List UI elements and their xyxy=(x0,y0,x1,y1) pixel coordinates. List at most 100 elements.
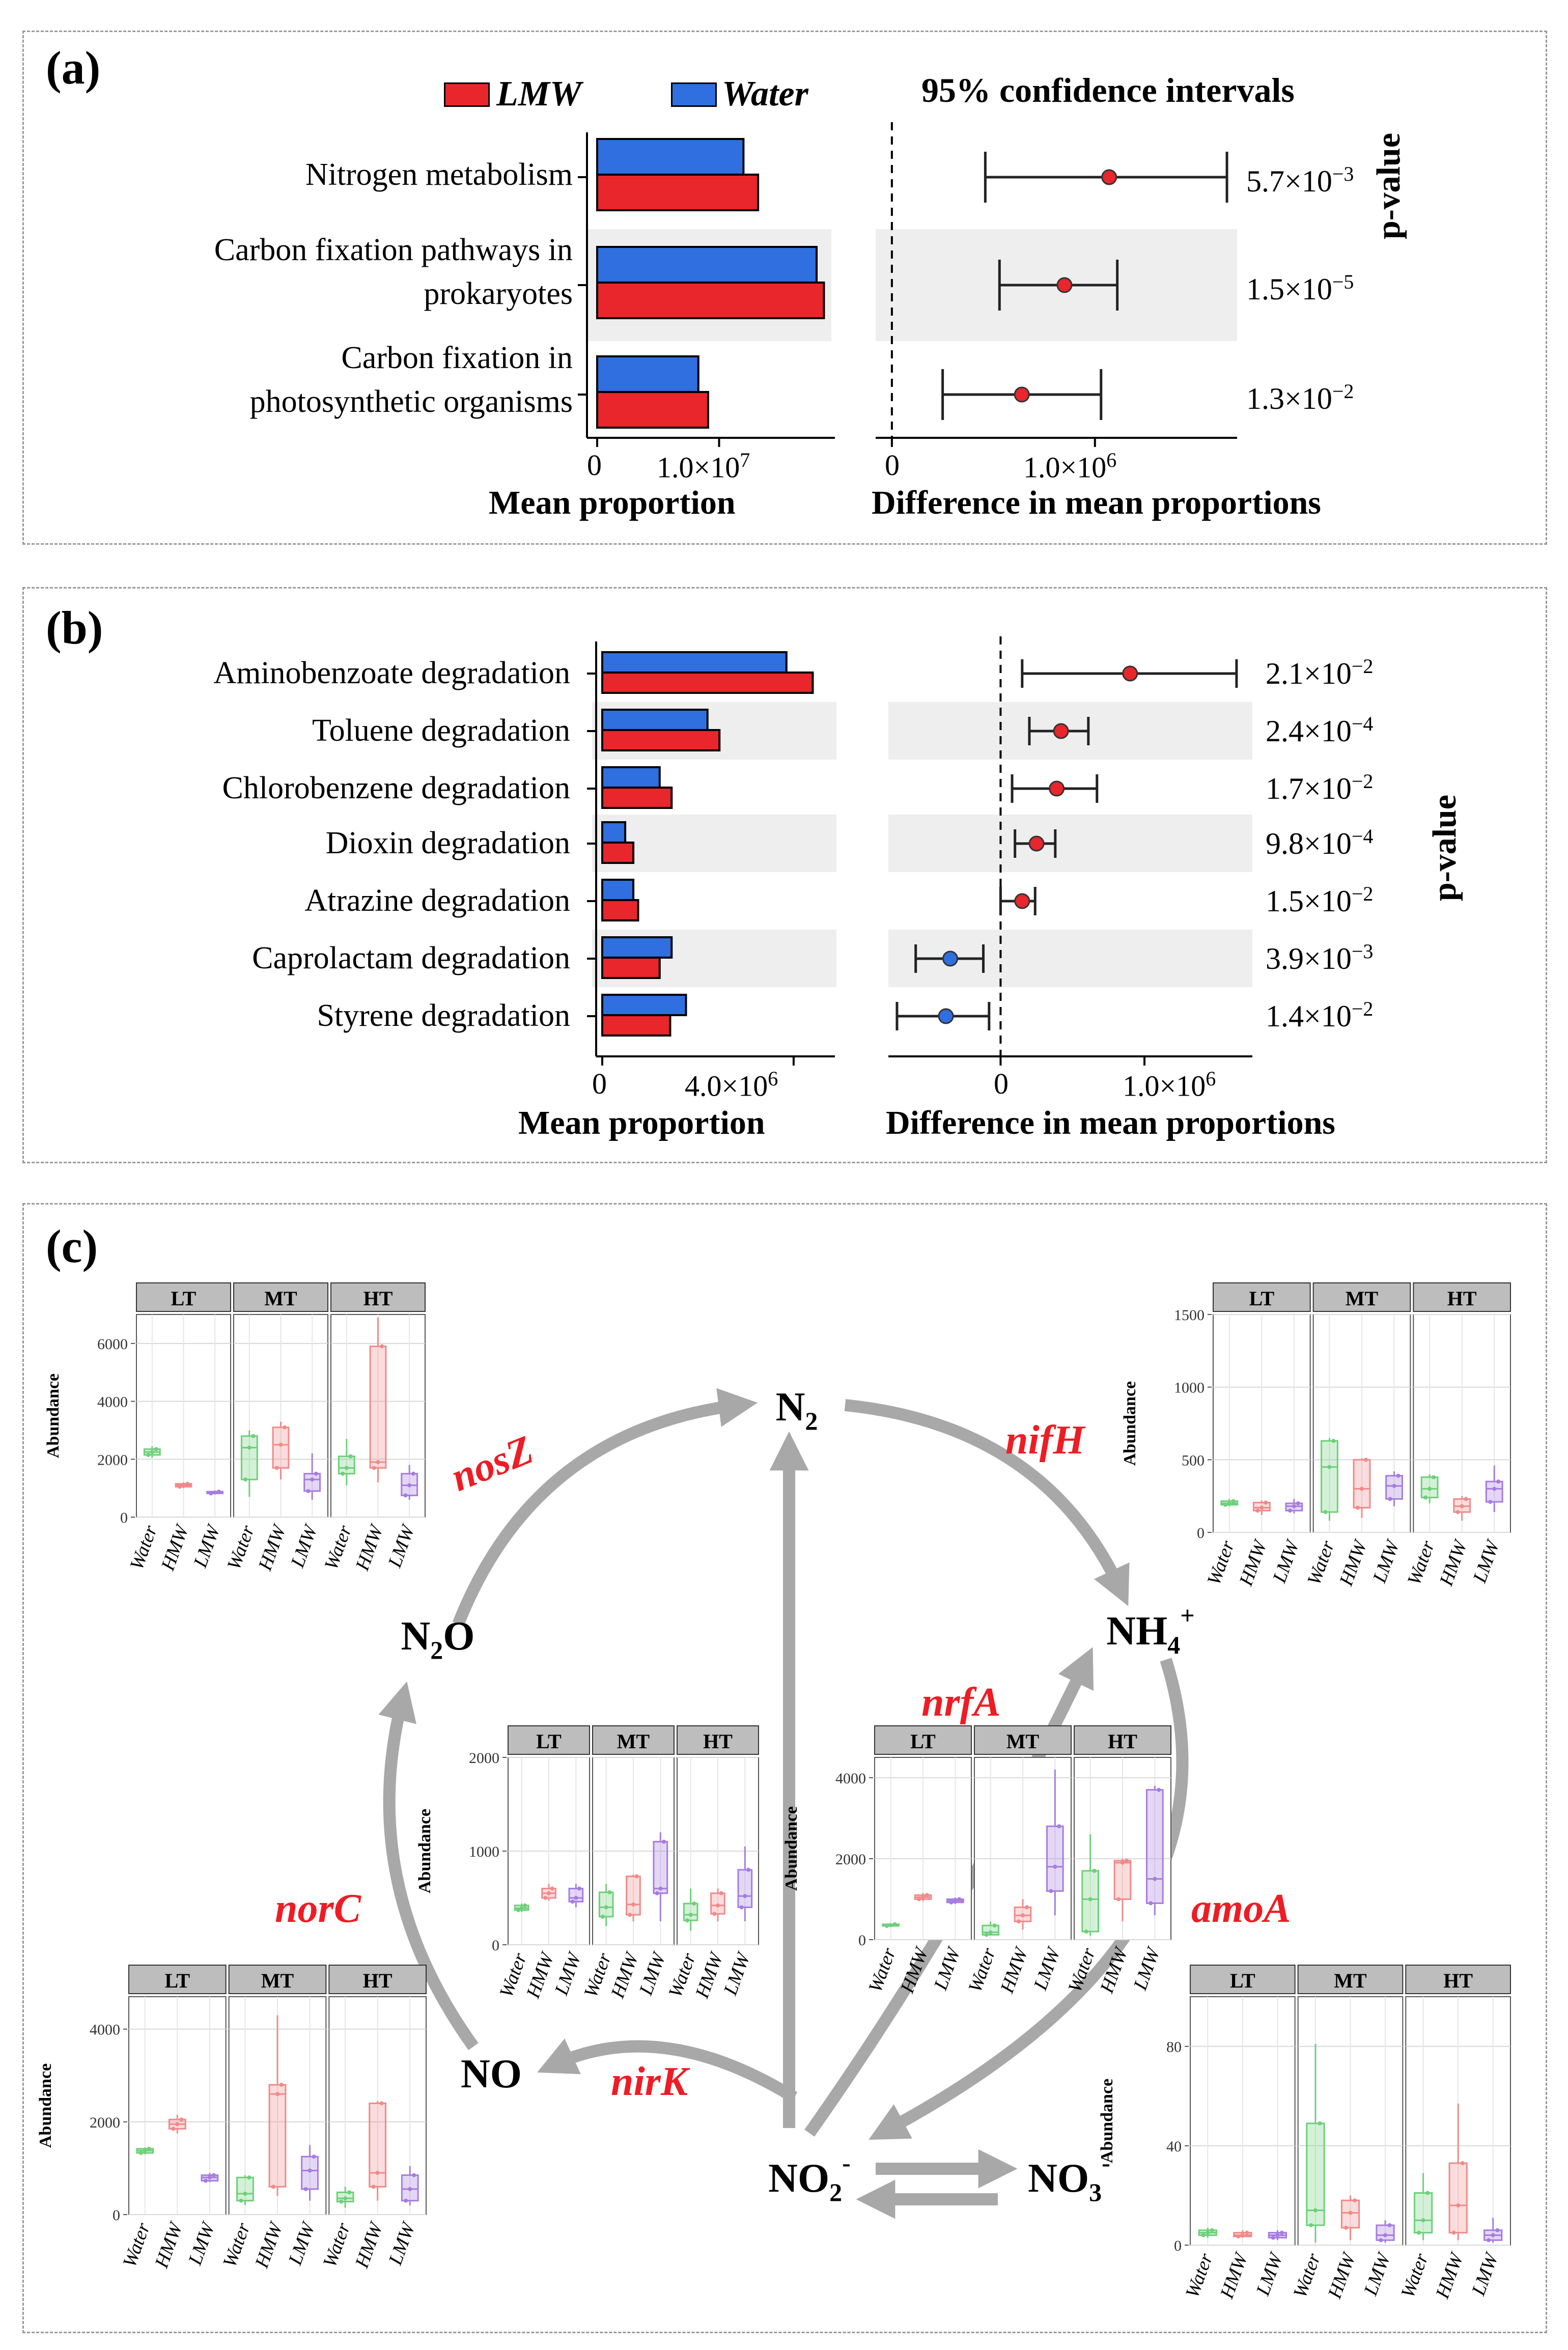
facet-label: HT xyxy=(703,1730,733,1753)
data-point xyxy=(1388,1497,1392,1501)
facet-label: HT xyxy=(1443,1969,1473,1992)
data-point xyxy=(1153,1877,1157,1881)
box xyxy=(598,1891,614,1918)
data-point xyxy=(607,1890,612,1894)
gene-norc: norC xyxy=(275,1886,362,1931)
facet-strip xyxy=(1074,1725,1171,1755)
y-tick-label: 0 xyxy=(1197,1525,1205,1542)
data-point xyxy=(1292,1504,1296,1508)
node-sup: + xyxy=(1180,1601,1195,1630)
y-tick-label: 2000 xyxy=(97,1451,128,1468)
bar-water xyxy=(601,936,673,959)
data-point xyxy=(1496,1479,1501,1484)
node-sub: 3 xyxy=(1089,2178,1102,2206)
data-point xyxy=(1423,1495,1428,1500)
x-tick-label: HMW xyxy=(351,2219,387,2272)
data-point xyxy=(662,1839,666,1844)
box xyxy=(1413,2192,1433,2234)
data-point xyxy=(376,1460,380,1464)
data-point xyxy=(1456,2203,1461,2207)
x-tick-label: Water xyxy=(219,2220,255,2271)
ci-point xyxy=(1101,169,1117,185)
data-point xyxy=(1487,2238,1491,2243)
x-tick-label: LMW xyxy=(1269,1536,1304,1586)
node-main: NO xyxy=(461,2052,522,2096)
x-tick-label: LMW xyxy=(184,2219,220,2269)
data-point xyxy=(1088,1897,1093,1901)
data-point xyxy=(347,2190,352,2195)
data-point xyxy=(1432,1475,1436,1479)
data-point xyxy=(371,2185,376,2189)
data-point xyxy=(1460,1504,1464,1508)
facet-strip xyxy=(1413,1282,1511,1312)
bar-water xyxy=(601,821,627,844)
data-point xyxy=(314,1471,318,1476)
data-point xyxy=(279,2083,284,2087)
node-tail: O xyxy=(443,1614,474,1659)
data-point xyxy=(1455,1510,1460,1515)
data-point xyxy=(601,1914,605,1919)
data-point xyxy=(211,2173,216,2177)
data-point xyxy=(283,1425,287,1430)
box xyxy=(401,2174,419,2202)
legend-water-swatch xyxy=(671,82,717,107)
category-label: Nitrogen metabolism xyxy=(305,157,573,192)
data-point xyxy=(988,1930,993,1935)
x-tick-label: LMW xyxy=(384,2219,420,2269)
y-axis-label: Abundance xyxy=(36,2063,55,2148)
p-value-text: 3.9×10−3 xyxy=(1266,940,1374,975)
legend-lmw-swatch xyxy=(444,82,490,107)
facet-strip xyxy=(328,1965,427,1994)
data-point xyxy=(1343,2225,1348,2230)
arrow-no-to-n2o xyxy=(378,1681,479,2051)
data-point xyxy=(404,2198,408,2203)
x-tick-label: HMW xyxy=(1324,2249,1360,2302)
data-point xyxy=(1210,2228,1214,2232)
y-tick-label: 80 xyxy=(1166,2039,1182,2056)
node-sub: 2 xyxy=(430,1636,443,1664)
facet-label: LT xyxy=(910,1730,936,1753)
data-point xyxy=(888,1923,893,1927)
data-point xyxy=(892,1922,897,1926)
data-point xyxy=(147,2146,151,2151)
node-main: N xyxy=(401,1614,430,1659)
facet-strip xyxy=(1312,1282,1411,1312)
y-tick-label: 6000 xyxy=(97,1336,128,1353)
facet-label: LT xyxy=(536,1730,562,1753)
data-point xyxy=(953,1898,958,1903)
category-label-text: Carbon fixation pathways in prokaryotes xyxy=(214,233,573,311)
data-point xyxy=(655,1891,659,1895)
data-point xyxy=(746,1867,750,1872)
category-label: Toluene degradation xyxy=(312,713,570,748)
node-main: NO xyxy=(768,2156,829,2201)
x-tick-label: HMW xyxy=(351,1521,388,1574)
data-point xyxy=(550,1886,554,1891)
bar-lmw xyxy=(601,957,661,979)
ci-point xyxy=(1014,893,1030,909)
y-axis-label: Abundance xyxy=(415,1809,434,1893)
node-sub: 2 xyxy=(829,2178,842,2206)
facet-strip xyxy=(233,1282,328,1312)
data-point xyxy=(631,1902,635,1907)
bar-water xyxy=(596,246,818,284)
data-point xyxy=(1356,1505,1360,1510)
data-point xyxy=(185,1481,190,1486)
data-point xyxy=(1396,1473,1401,1478)
data-point xyxy=(1327,1465,1332,1469)
data-point xyxy=(207,2175,212,2180)
facet-label: LT xyxy=(1249,1287,1274,1310)
bar-water xyxy=(601,879,635,901)
x-tick-label: LMW xyxy=(719,1949,755,1999)
y-axis-label: Abundance xyxy=(1121,1381,1139,1466)
x-tick-label: LMW xyxy=(1360,2249,1395,2299)
bar-water xyxy=(601,994,687,1016)
facet-strip xyxy=(874,1725,972,1755)
data-point xyxy=(278,1442,283,1447)
data-point xyxy=(179,2117,184,2122)
y-tick-label: 0 xyxy=(113,2207,120,2224)
data-point xyxy=(303,2187,308,2191)
data-point xyxy=(1245,2230,1249,2235)
p-value-axis-label: p-value xyxy=(1370,132,1407,239)
panel-a-label: (a) xyxy=(46,42,101,94)
